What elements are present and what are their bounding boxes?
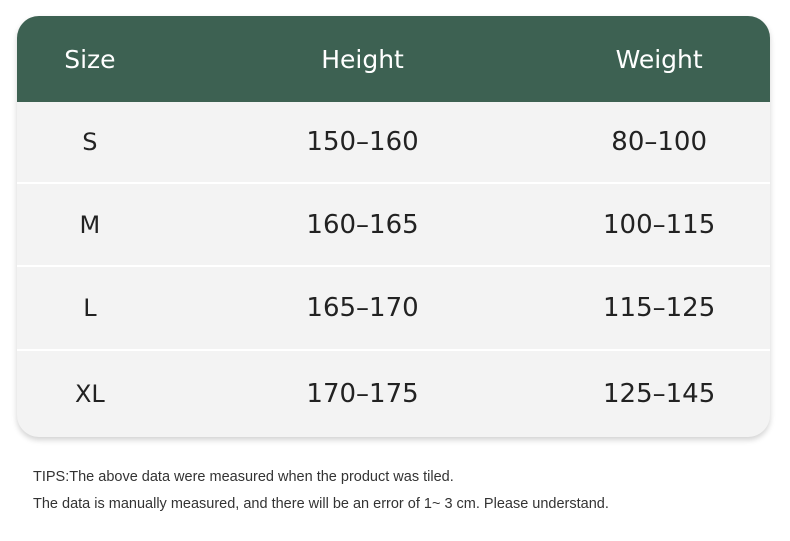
header-size: Size: [64, 44, 116, 74]
cell-height: 150–160: [306, 127, 419, 157]
cell-size: M: [79, 210, 101, 239]
table-row: XL 170–175 125–145: [17, 349, 770, 437]
cell-weight: 80–100: [611, 127, 707, 157]
cell-weight: 115–125: [603, 293, 716, 323]
cell-height: 160–165: [306, 209, 419, 240]
cell-size: L: [83, 294, 97, 322]
cell-height: 170–175: [306, 379, 419, 409]
cell-weight: 125–145: [603, 379, 716, 409]
cell-height: 165–170: [306, 293, 419, 323]
cell-size: XL: [74, 380, 105, 408]
tips-line-1: TIPS:The above data were measured when t…: [33, 469, 454, 485]
table-header: Size Height Weight: [17, 16, 770, 102]
cell-weight: 100–115: [603, 209, 716, 240]
table-row: L 165–170 115–125: [17, 265, 770, 349]
header-height: Height: [321, 44, 404, 74]
header-weight: Weight: [615, 44, 703, 74]
cell-size: S: [82, 128, 98, 156]
table-row: M 160–165 100–115: [17, 182, 770, 265]
table-row: S 150–160 80–100: [17, 102, 770, 182]
tips-line-2: The data is manually measured, and there…: [33, 496, 609, 512]
size-chart-table: Size Height Weight S 150–160 80–100 M 16…: [17, 16, 770, 437]
